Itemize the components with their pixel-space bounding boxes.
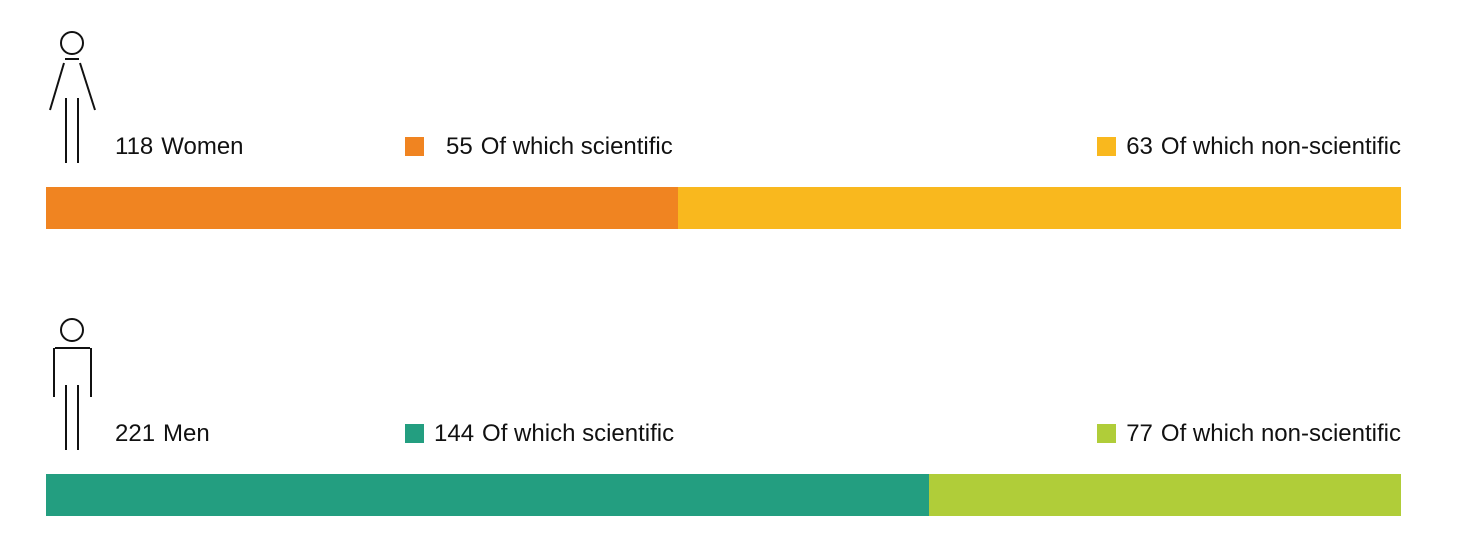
- women-scientific-text: Of which scientific: [480, 133, 673, 160]
- men-total-value: 221: [115, 420, 156, 447]
- women-total-value: 118: [115, 133, 154, 160]
- women-scientific-legend: 55 Of which scientific: [405, 131, 673, 163]
- men-group: 221 Men 144 Of which scientific 77 Of which…: [0, 287, 1459, 547]
- women-total-text: Women: [161, 133, 244, 160]
- men-nonscientific-swatch: [1097, 424, 1117, 443]
- man-icon: [53, 318, 92, 450]
- women-nonscientific-value: 63: [1126, 133, 1153, 160]
- men-nonscientific-text: Of which non-scientific: [1160, 420, 1401, 447]
- women-scientific-swatch: [405, 137, 424, 156]
- women-nonscientific-swatch: [1097, 137, 1117, 156]
- women-scientific-value: 55: [446, 133, 473, 160]
- men-scientific-bar-segment: [46, 474, 929, 516]
- men-total-text: Men: [163, 420, 210, 447]
- women-nonscientific-legend: 63 Of which non-scientific: [1097, 131, 1401, 163]
- women-nonscientific-bar-segment: [677, 187, 1401, 229]
- women-total-label: 118 Women: [115, 131, 244, 163]
- women-nonscientific-text: Of which non-scientific: [1160, 133, 1401, 160]
- men-nonscientific-bar-segment: [928, 474, 1401, 516]
- men-scientific-swatch: [405, 424, 424, 443]
- men-nonscientific-legend: 77 Of which non-scientific: [1097, 418, 1401, 450]
- women-scientific-bar-segment: [46, 187, 678, 229]
- women-bar: [46, 187, 1401, 229]
- women-group: 118 Women 55 Of which scientific 63 Of whic…: [0, 0, 1459, 260]
- men-nonscientific-value: 77: [1126, 420, 1153, 447]
- men-scientific-value: 144: [434, 420, 475, 447]
- men-scientific-text: Of which scientific: [482, 420, 675, 447]
- men-scientific-legend: 144 Of which scientific: [405, 418, 674, 450]
- men-bar: [46, 474, 1401, 516]
- men-total-label: 221 Men: [115, 418, 210, 450]
- woman-icon: [49, 31, 96, 163]
